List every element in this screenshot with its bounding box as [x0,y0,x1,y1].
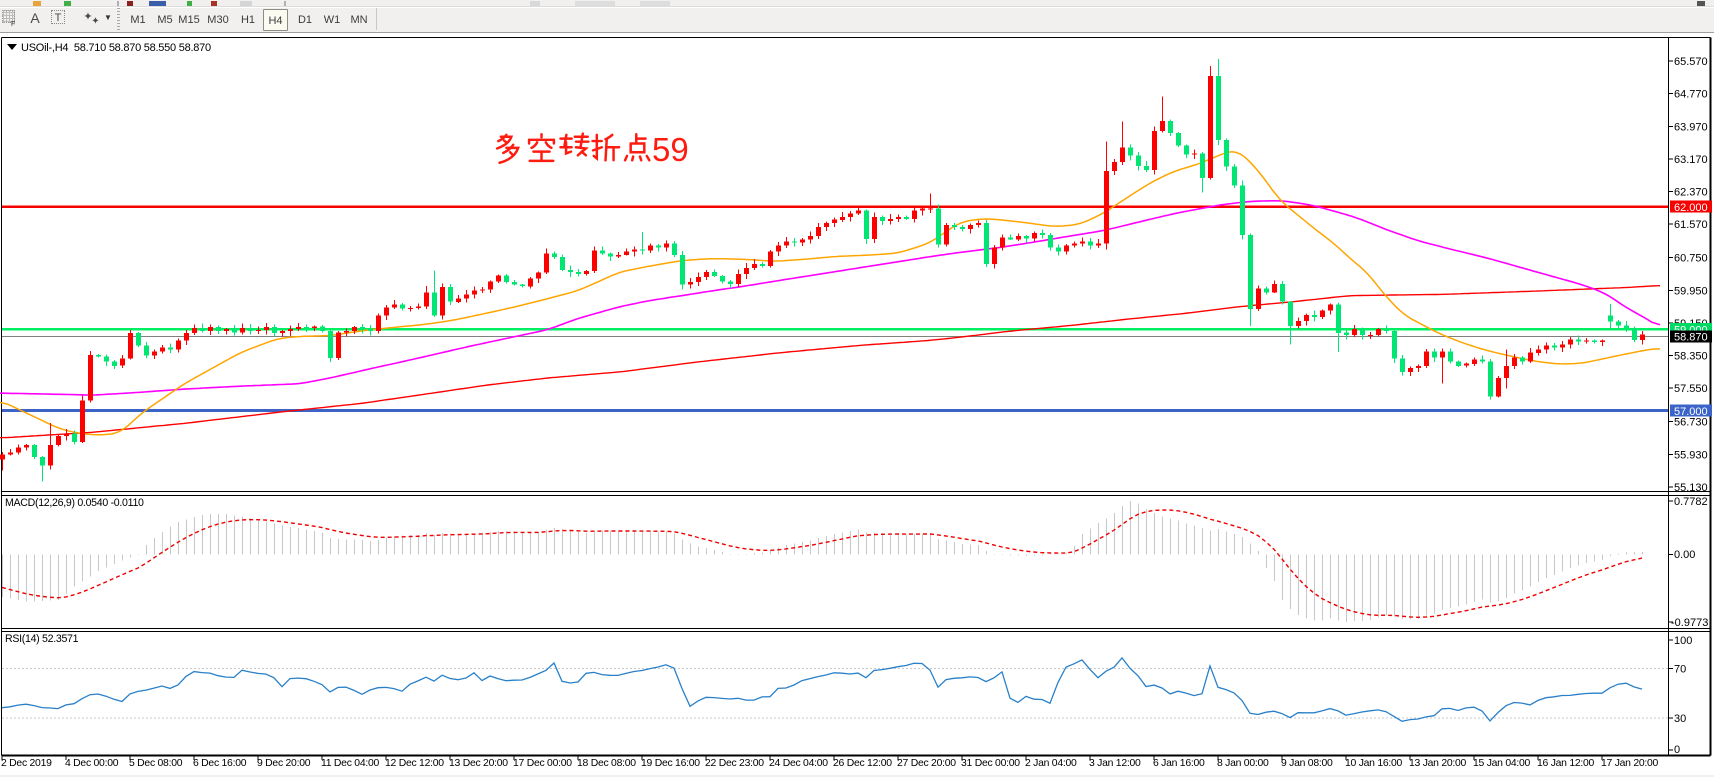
svg-text:24 Dec 04:00: 24 Dec 04:00 [769,758,828,769]
svg-text:13 Dec 20:00: 13 Dec 20:00 [449,758,508,769]
svg-text:63.170: 63.170 [1674,154,1708,166]
svg-text:2 Dec 2019: 2 Dec 2019 [1,758,52,769]
svg-text:3 Jan 12:00: 3 Jan 12:00 [1089,758,1141,769]
svg-text:-0.9773: -0.9773 [1671,617,1708,629]
svg-text:0: 0 [1674,744,1680,756]
svg-text:31 Dec 00:00: 31 Dec 00:00 [961,758,1020,769]
svg-text:26 Dec 12:00: 26 Dec 12:00 [833,758,892,769]
svg-text:9 Dec 20:00: 9 Dec 20:00 [257,758,311,769]
svg-text:100: 100 [1674,635,1692,647]
svg-text:62.000: 62.000 [1674,202,1708,214]
svg-text:30: 30 [1674,713,1686,725]
svg-text:16 Jan 12:00: 16 Jan 12:00 [1537,758,1595,769]
svg-text:USOil-,H4 58.710 58.870 58.55: USOil-,H4 58.710 58.870 58.550 58.870 [21,42,211,54]
svg-text:57.550: 57.550 [1674,383,1708,395]
svg-text:13 Jan 20:00: 13 Jan 20:00 [1409,758,1467,769]
svg-text:15 Jan 04:00: 15 Jan 04:00 [1473,758,1531,769]
svg-text:62.370: 62.370 [1674,187,1708,199]
svg-text:55.930: 55.930 [1674,449,1708,461]
svg-text:11 Dec 04:00: 11 Dec 04:00 [321,758,380,769]
svg-text:57.000: 57.000 [1674,406,1708,418]
svg-text:6 Jan 16:00: 6 Jan 16:00 [1153,758,1205,769]
svg-text:2 Jan 04:00: 2 Jan 04:00 [1025,758,1077,769]
svg-text:17 Dec 00:00: 17 Dec 00:00 [513,758,572,769]
svg-text:9 Jan 08:00: 9 Jan 08:00 [1281,758,1333,769]
svg-text:5 Dec 08:00: 5 Dec 08:00 [129,758,183,769]
svg-text:RSI(14) 52.3571: RSI(14) 52.3571 [5,633,79,645]
svg-text:12 Dec 12:00: 12 Dec 12:00 [385,758,444,769]
svg-text:4 Dec 00:00: 4 Dec 00:00 [65,758,119,769]
svg-text:MACD(12,26,9) 0.0540 -0.0110: MACD(12,26,9) 0.0540 -0.0110 [5,497,144,509]
svg-text:58.350: 58.350 [1674,351,1708,363]
svg-text:55.130: 55.130 [1674,482,1708,494]
svg-text:22 Dec 23:00: 22 Dec 23:00 [705,758,764,769]
svg-text:0.00: 0.00 [1674,549,1695,561]
svg-text:27 Dec 20:00: 27 Dec 20:00 [897,758,956,769]
svg-text:61.570: 61.570 [1674,219,1708,231]
svg-text:6 Dec 16:00: 6 Dec 16:00 [193,758,247,769]
svg-text:19 Dec 16:00: 19 Dec 16:00 [641,758,700,769]
svg-text:60.750: 60.750 [1674,253,1708,265]
svg-text:70: 70 [1674,664,1686,676]
svg-text:59: 59 [652,131,689,168]
svg-text:56.730: 56.730 [1674,417,1708,429]
svg-text:10 Jan 16:00: 10 Jan 16:00 [1345,758,1403,769]
svg-text:59.950: 59.950 [1674,285,1708,297]
svg-text:63.970: 63.970 [1674,121,1708,133]
svg-text:8 Jan 00:00: 8 Jan 00:00 [1217,758,1269,769]
svg-text:17 Jan 20:00: 17 Jan 20:00 [1601,758,1659,769]
svg-text:18 Dec 08:00: 18 Dec 08:00 [577,758,636,769]
svg-text:65.570: 65.570 [1674,56,1708,68]
svg-text:58.870: 58.870 [1674,332,1708,344]
svg-text:0.7782: 0.7782 [1674,496,1708,508]
svg-text:64.770: 64.770 [1674,89,1708,101]
